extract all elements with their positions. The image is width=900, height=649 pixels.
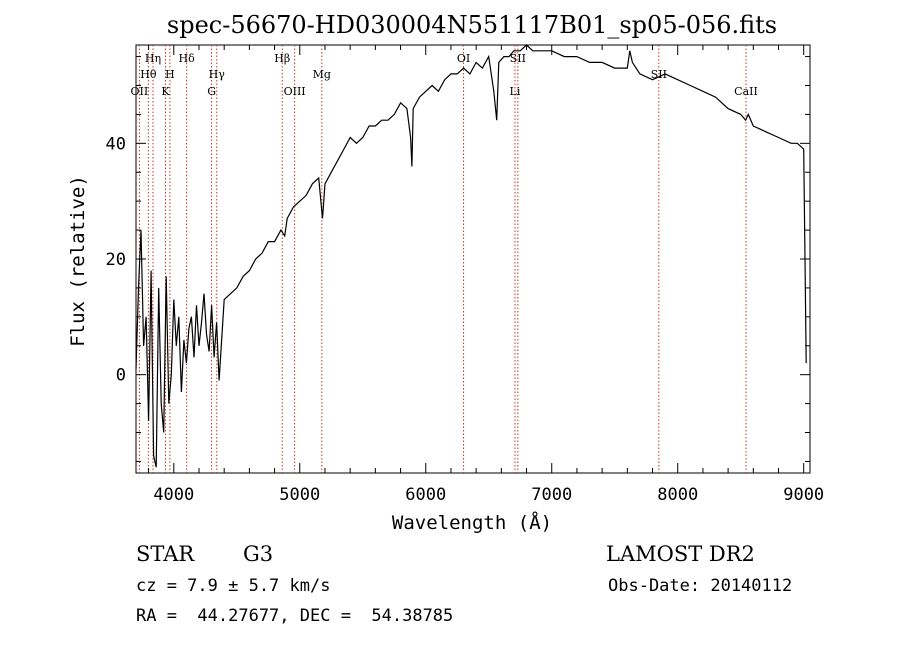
y-axis-ticks: 0 20 40 bbox=[106, 56, 810, 462]
line-label-4: H bbox=[165, 68, 175, 81]
x-tick-label: 7000 bbox=[531, 485, 572, 505]
spectral-line-labels: OII Hθ Hη KH Hδ G Hγ Hβ OIII Mg OI Li SII SII CaII bbox=[131, 52, 758, 98]
plot-frame bbox=[135, 44, 811, 474]
line-label-10: Mg bbox=[313, 68, 331, 81]
spectral-line-markers bbox=[138, 45, 747, 473]
object-class: STAR bbox=[136, 542, 195, 566]
line-label-7: Hγ bbox=[209, 68, 226, 81]
line-label-15: CaII bbox=[734, 85, 758, 98]
line-label-3: K bbox=[161, 85, 170, 98]
line-label-9: OIII bbox=[284, 85, 306, 98]
line-label-5: Hδ bbox=[179, 52, 196, 65]
line-label-0: OII bbox=[131, 85, 149, 98]
line-label-13: SII bbox=[510, 52, 526, 65]
x-axis-ticks: 4000 5000 6000 7000 8000 9000 bbox=[148, 45, 824, 505]
observation-date: Obs-Date: 20140112 bbox=[608, 576, 792, 596]
redshift-cz: cz = 7.9 ± 5.7 km/s bbox=[136, 576, 330, 596]
survey-name: LAMOST DR2 bbox=[606, 542, 755, 566]
spectrum-series-line bbox=[135, 44, 807, 468]
y-tick-label: 20 bbox=[106, 250, 126, 270]
line-label-8: Hβ bbox=[274, 52, 290, 65]
line-label-6: G bbox=[207, 85, 216, 98]
chart-title: spec-56670-HD030004N551117B01_sp05-056.f… bbox=[167, 11, 777, 39]
x-tick-label: 4000 bbox=[153, 485, 194, 505]
x-tick-label: 6000 bbox=[405, 485, 446, 505]
y-axis-label: Flux (relative) bbox=[67, 175, 89, 347]
x-tick-label: 9000 bbox=[783, 485, 824, 505]
y-tick-label: 0 bbox=[116, 366, 126, 386]
x-tick-label: 8000 bbox=[657, 485, 698, 505]
y-tick-label: 40 bbox=[106, 134, 126, 154]
coordinates: RA = 44.27677, DEC = 54.38785 bbox=[136, 606, 453, 626]
line-label-1: Hθ bbox=[140, 68, 157, 81]
object-subclass: G3 bbox=[243, 542, 273, 566]
line-label-12: Li bbox=[510, 85, 521, 98]
x-axis-label: Wavelength (Å) bbox=[392, 511, 552, 534]
line-label-11: OI bbox=[457, 52, 470, 65]
line-label-2: Hη bbox=[145, 52, 161, 65]
x-tick-label: 5000 bbox=[279, 485, 320, 505]
line-label-14: SII bbox=[651, 68, 667, 81]
